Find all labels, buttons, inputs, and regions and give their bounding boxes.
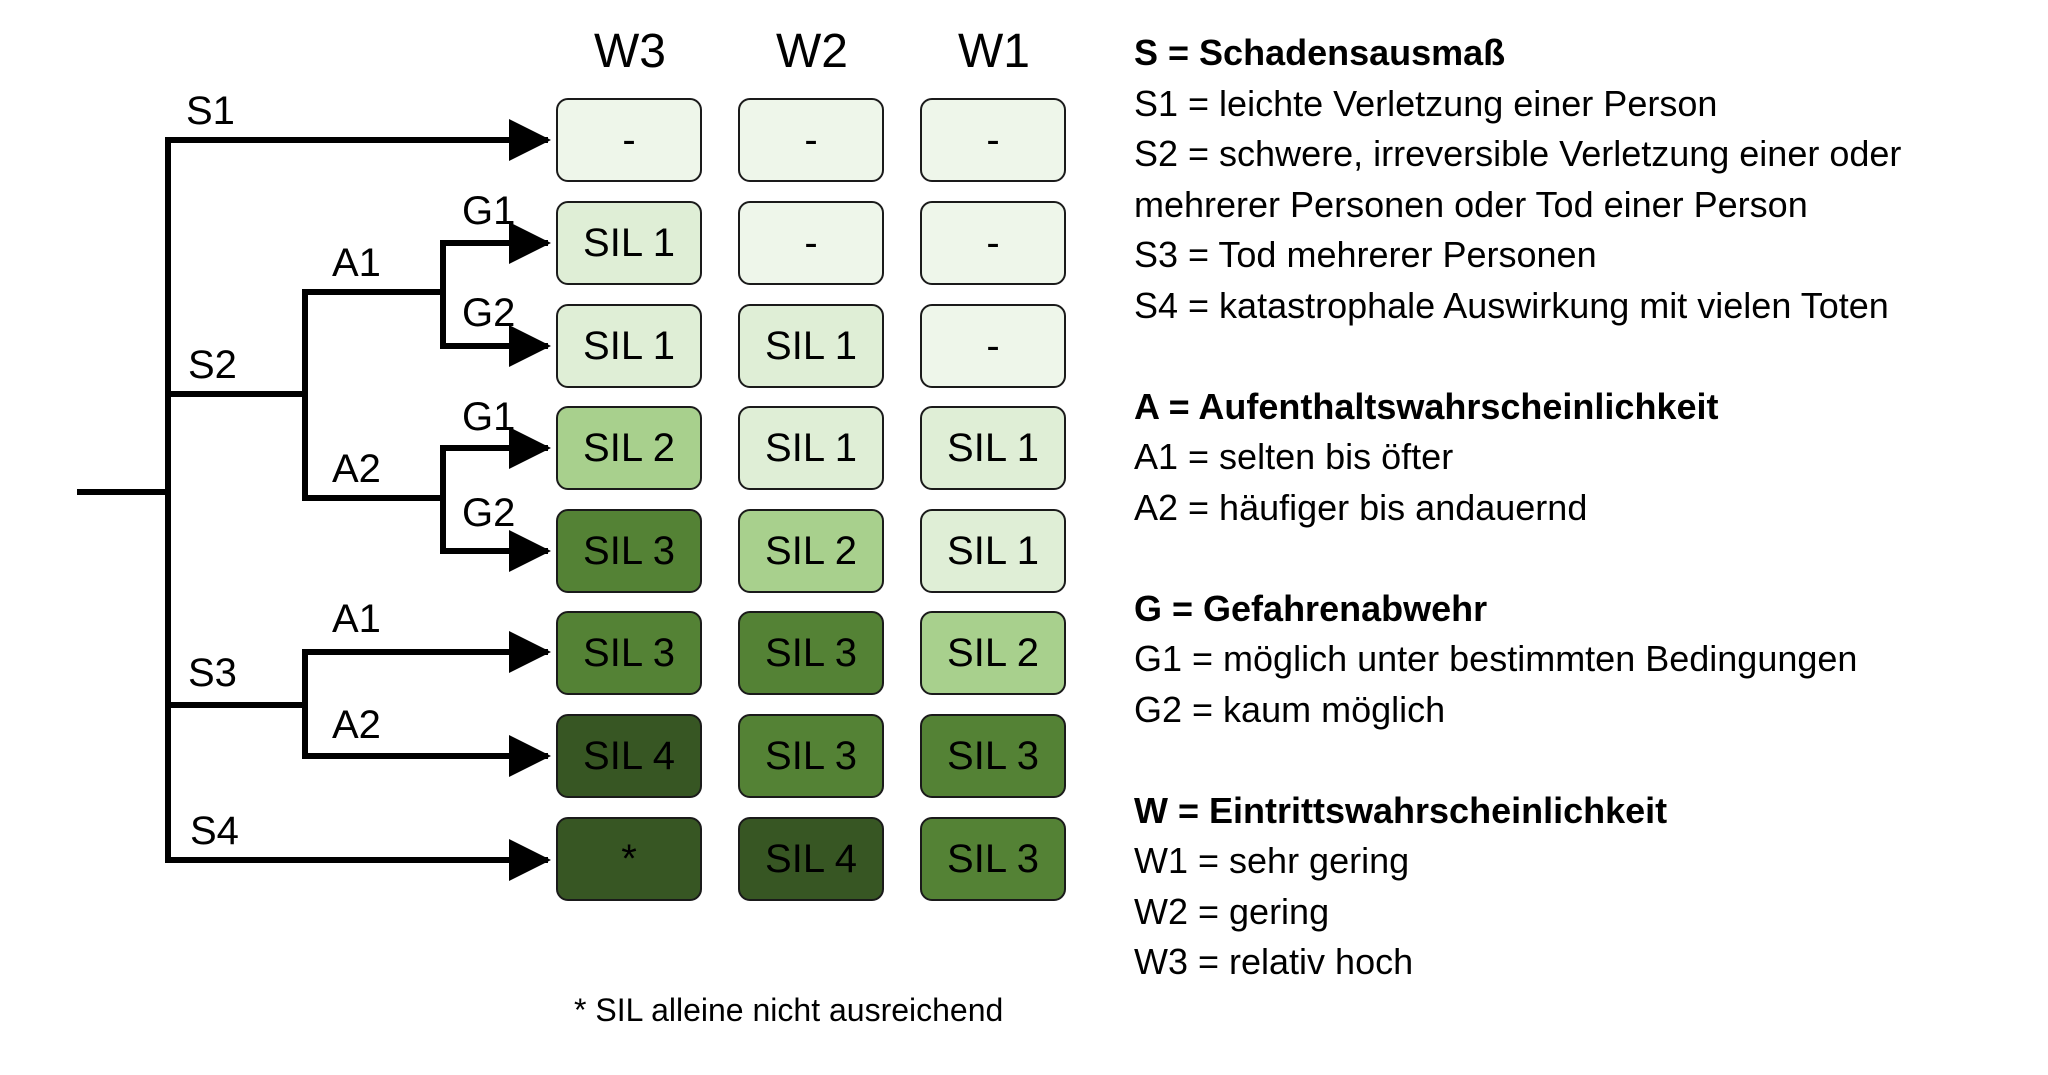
s2-a2-label: A2	[332, 447, 381, 491]
sil-cell-s2-a1-g2-w3: SIL 1	[556, 304, 702, 388]
sil-cell-s3-a1-w3: SIL 3	[556, 611, 702, 695]
legend-group-g: G = Gefahrenabwehr G1 = möglich unter be…	[1134, 584, 2034, 736]
legend-title-a: A = Aufenthaltswahrscheinlichkeit	[1134, 385, 1719, 427]
s2-label: S2	[188, 343, 237, 387]
legend-item-s2: S2 = schwere, irreversible Verletzung ei…	[1134, 133, 1902, 174]
legend-item-s3: S3 = Tod mehrerer Personen	[1134, 234, 1597, 275]
sil-cell-s4-w3: *	[556, 817, 702, 901]
s1-label: S1	[186, 89, 235, 133]
sil-cell-s2-a1-g1-w2: -	[738, 201, 884, 285]
sil-cell-s2-a1-g2-w1: -	[920, 304, 1066, 388]
legend-item-w1: W1 = sehr gering	[1134, 840, 1410, 881]
legend-group-w: W = Eintrittswahrscheinlichkeit W1 = seh…	[1134, 786, 2034, 988]
sil-cell-s2-a1-g2-w2: SIL 1	[738, 304, 884, 388]
legend-item-a2: A2 = häufiger bis andauernd	[1134, 486, 1588, 528]
sil-cell-s1-w3: -	[556, 98, 702, 182]
legend-title-w: W = Eintrittswahrscheinlichkeit	[1134, 789, 1668, 831]
sil-cell-s2-a2-g2-w3: SIL 3	[556, 509, 702, 593]
sil-cell-s2-a2-g1-w1: SIL 1	[920, 406, 1066, 490]
s3-label: S3	[188, 651, 237, 695]
column-header-w2: W2	[776, 25, 848, 78]
s2-a2-g1-label: G1	[462, 395, 515, 439]
sil-cell-s4-w1: SIL 3	[920, 817, 1066, 901]
legend-title-g: G = Gefahrenabwehr	[1134, 587, 1488, 629]
sil-cell-s2-a1-g1-w3: SIL 1	[556, 201, 702, 285]
legend-item-g1: G1 = möglich unter bestimmten Bedingunge…	[1134, 638, 1858, 679]
s2-a1-g2-label: G2	[462, 291, 515, 335]
sil-cell-s3-a1-w2: SIL 3	[738, 611, 884, 695]
legend-group-s: S = Schadensausmaß S1 = leichte Verletzu…	[1134, 28, 2034, 331]
sil-cell-s2-a2-g2-w1: SIL 1	[920, 509, 1066, 593]
sil-cell-s2-a2-g1-w2: SIL 1	[738, 406, 884, 490]
s2-a2-g2-label: G2	[462, 491, 515, 535]
sil-cell-s1-w1: -	[920, 98, 1066, 182]
legend-item-s4: S4 = katastrophale Auswirkung mit vielen…	[1134, 284, 1889, 326]
legend-title-s: S = Schadensausmaß	[1134, 32, 1506, 73]
column-header-w3: W3	[594, 25, 666, 78]
s3-a1-label: A1	[332, 597, 381, 641]
sil-cell-s1-w2: -	[738, 98, 884, 182]
s3-a2-label: A2	[332, 703, 381, 747]
legend-item-a1: A1 = selten bis öfter	[1134, 436, 1454, 477]
s2-a1-g1-label: G1	[462, 189, 515, 233]
legend-item-s2-continued: mehrerer Personen oder Tod einer Person	[1134, 183, 1808, 225]
sil-cell-s3-a2-w2: SIL 3	[738, 714, 884, 798]
legend: S = Schadensausmaß S1 = leichte Verletzu…	[1134, 28, 2034, 988]
footnote: * SIL alleine nicht ausreichend	[574, 992, 1004, 1028]
column-header-w1: W1	[958, 25, 1030, 78]
legend-group-a: A = Aufenthaltswahrscheinlichkeit A1 = s…	[1134, 382, 2034, 534]
legend-item-w3: W3 = relativ hoch	[1134, 941, 1414, 982]
risk-decision-tree: S1 S2 A1 G1 G2 A2 G1 G2 S3 A1 A2 S4	[77, 89, 551, 881]
legend-item-w2: W2 = gering	[1134, 890, 1330, 932]
sil-cell-s2-a2-g2-w2: SIL 2	[738, 509, 884, 593]
sil-cell-s3-a1-w1: SIL 2	[920, 611, 1066, 695]
sil-cell-s3-a2-w3: SIL 4	[556, 714, 702, 798]
s4-label: S4	[190, 809, 239, 853]
s2-a1-label: A1	[332, 241, 381, 285]
sil-cell-s2-a1-g1-w1: -	[920, 201, 1066, 285]
sil-cell-s4-w2: SIL 4	[738, 817, 884, 901]
sil-cell-s2-a2-g1-w3: SIL 2	[556, 406, 702, 490]
legend-item-g2: G2 = kaum möglich	[1134, 688, 1446, 730]
sil-cell-s3-a2-w1: SIL 3	[920, 714, 1066, 798]
legend-item-s1: S1 = leichte Verletzung einer Person	[1134, 82, 1718, 124]
